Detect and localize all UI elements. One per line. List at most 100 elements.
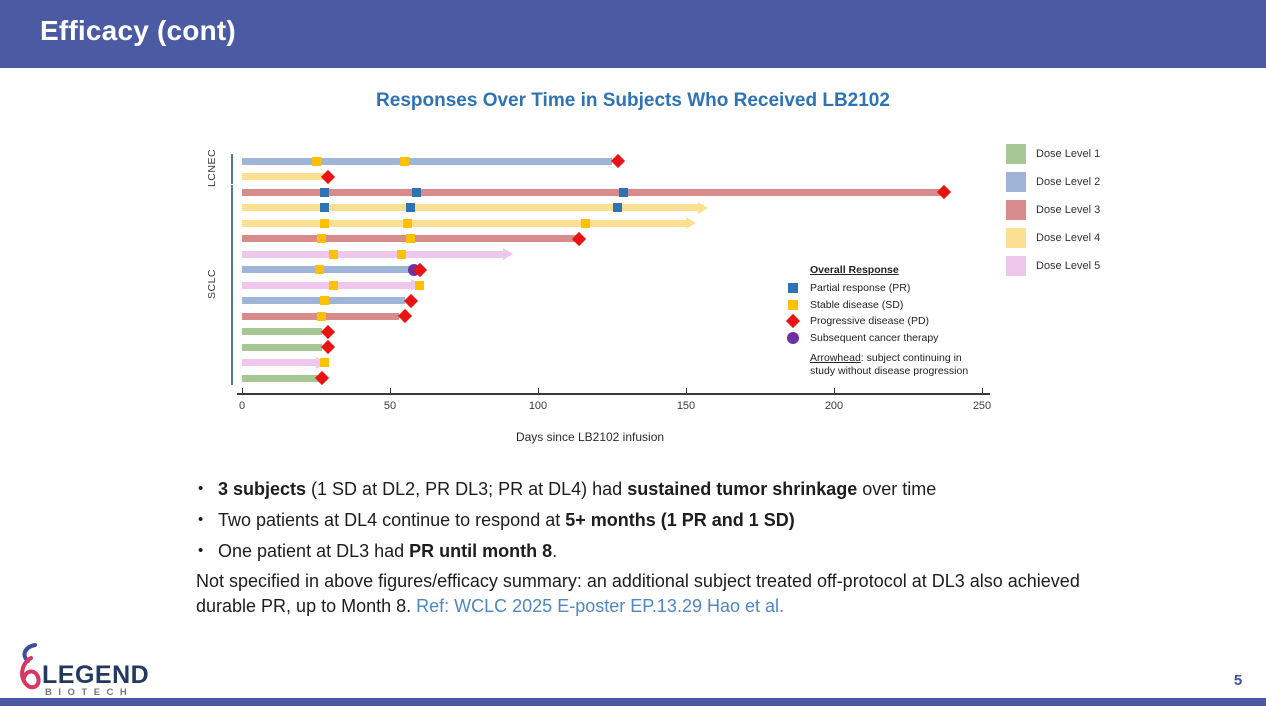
subject-bar (242, 374, 319, 382)
sd-square-marker (320, 218, 330, 228)
pr-square-marker (412, 187, 422, 197)
subject-bar (242, 188, 941, 196)
pd-diamond-marker (320, 339, 335, 355)
bullet-list: 3 subjects (1 SD at DL2, PR DL3; PR at D… (196, 476, 1096, 569)
axis-tick-label: 200 (824, 400, 844, 412)
axis-tick (242, 388, 243, 394)
sd-square-marker (320, 358, 330, 367)
dose-color-swatch (1006, 228, 1026, 248)
axis-tick-label: 150 (676, 400, 696, 412)
text-segment: 3 subjects (218, 479, 307, 499)
group-label: SCLC (206, 269, 218, 300)
dose-legend-label: Dose Level 4 (1036, 232, 1101, 244)
axis-tick-label: 250 (972, 400, 992, 412)
response-legend-label: Progressive disease (PD) (810, 315, 930, 327)
x-axis-line (237, 393, 990, 395)
chart-title: Responses Over Time in Subjects Who Rece… (376, 90, 890, 111)
group-label: LCNEC (206, 148, 218, 187)
sd-square-marker (397, 249, 407, 259)
text-segment: Ref: WCLC 2025 E-poster EP.13.29 Hao et … (416, 596, 785, 616)
response-legend-label: Stable disease (SD) (810, 298, 904, 311)
dose-legend-label: Dose Level 5 (1036, 260, 1101, 272)
pd-diamond-marker (403, 293, 418, 308)
sd-square-marker (311, 156, 321, 166)
sd-square-marker (580, 218, 590, 228)
text-segment: One patient at DL3 had (218, 541, 410, 561)
axis-tick (686, 388, 687, 394)
sct-legend-icon (787, 331, 799, 344)
slide-title: Efficacy (cont) (40, 15, 236, 46)
text-segment: study without disease progression (810, 365, 969, 377)
axis-tick (390, 388, 391, 394)
text-segment: Not specified in above figures/efficacy … (196, 571, 1080, 616)
sd-square-marker (400, 156, 410, 166)
x-axis-label: Days since LB2102 infusion (515, 430, 665, 444)
dna-swirl-icon (20, 643, 41, 690)
bullet-item: 3 subjects (1 SD at DL2, PR DL3; PR at D… (196, 476, 1096, 502)
pr-square-marker (613, 203, 623, 212)
dose-color-swatch (1006, 172, 1026, 192)
dose-color-swatch (1006, 200, 1026, 220)
text-segment: over time (857, 479, 937, 499)
subject-bar (242, 281, 411, 289)
continuing-arrowhead (697, 201, 708, 214)
pd-diamond-marker (314, 370, 329, 386)
sd-square-marker (403, 218, 413, 228)
pd-diamond-marker (936, 184, 951, 200)
pd-diamond-marker (610, 153, 625, 169)
sd-square-marker (317, 311, 327, 321)
arrowhead-note-line2: study without disease progression (810, 365, 985, 378)
dose-legend-label: Dose Level 1 (1036, 148, 1101, 160)
pd-diamond-marker (572, 231, 587, 246)
pd-diamond-marker (320, 169, 335, 184)
footer-bar (0, 698, 1266, 706)
logo-wordmark: LEGEND (42, 661, 150, 689)
sd-square-marker (415, 280, 425, 290)
sd-square-marker (317, 234, 327, 243)
page-number: 5 (1233, 672, 1243, 689)
sd-legend-icon (788, 299, 798, 310)
subject-bar (242, 328, 322, 335)
response-legend-title: Overall Response (810, 264, 899, 276)
subject-bar (242, 359, 316, 366)
text-segment: . (552, 541, 558, 561)
dose-legend-label: Dose Level 3 (1036, 204, 1101, 216)
continuing-arrowhead (686, 217, 696, 229)
bullet-item: Two patients at DL4 continue to respond … (196, 507, 1096, 533)
dose-legend-label: Dose Level 2 (1036, 176, 1101, 188)
legend-biotech-logo: LEGEND BIOTECH (18, 640, 168, 700)
header-bar (0, 0, 1266, 68)
pr-legend-icon (788, 283, 798, 293)
group-bracket (231, 154, 233, 184)
text-segment: (1 SD at DL2, PR DL3; PR at DL4) had (306, 479, 628, 499)
dose-color-swatch (1006, 144, 1026, 164)
axis-tick-label: 50 (383, 400, 397, 412)
axis-tick-label: 0 (238, 400, 246, 412)
sd-square-marker (314, 265, 324, 274)
pr-square-marker (320, 187, 330, 197)
pr-square-marker (406, 203, 416, 212)
axis-tick-label: 100 (528, 400, 548, 412)
logo-subtext: BIOTECH (45, 687, 134, 698)
subject-bar (242, 219, 686, 227)
subject-bar (242, 250, 503, 258)
subject-bar (242, 204, 698, 211)
pr-square-marker (320, 203, 330, 212)
response-legend-label: Partial response (PR) (810, 282, 911, 294)
subject-bar (242, 266, 414, 273)
subject-bar (242, 173, 325, 180)
sd-square-marker (329, 249, 339, 259)
response-legend-label: Subsequent cancer therapy (810, 331, 939, 344)
pd-diamond-marker (320, 324, 335, 339)
group-bracket (231, 185, 233, 385)
sd-square-marker (406, 234, 416, 243)
pd-diamond-marker (397, 308, 412, 324)
sd-square-marker (329, 280, 339, 290)
sd-square-marker (320, 296, 330, 305)
axis-tick (538, 388, 539, 394)
text-segment: Arrowhead (810, 352, 861, 364)
text-segment: 5+ months (1 PR and 1 SD) (565, 510, 795, 530)
subject-bar (242, 343, 322, 351)
